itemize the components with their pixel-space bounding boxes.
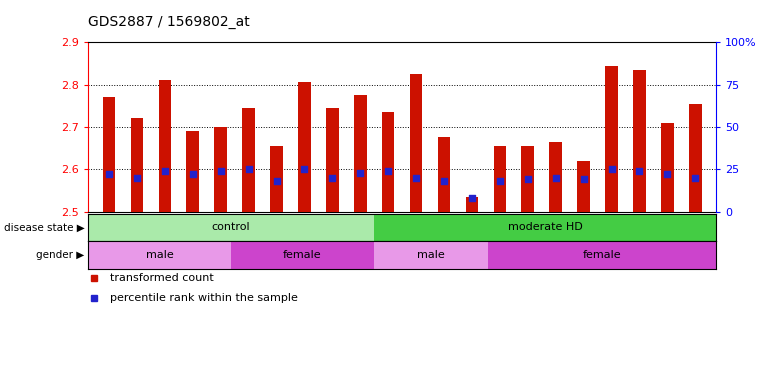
Text: moderate HD: moderate HD bbox=[508, 222, 582, 232]
Bar bbox=[605, 66, 618, 212]
Bar bbox=[186, 131, 199, 212]
Bar bbox=[374, 241, 488, 269]
Point bbox=[354, 170, 366, 176]
Point bbox=[131, 175, 143, 181]
Bar bbox=[242, 108, 255, 212]
Bar bbox=[549, 142, 562, 212]
Text: control: control bbox=[211, 222, 250, 232]
Point bbox=[661, 171, 673, 177]
Bar bbox=[270, 146, 283, 212]
Point bbox=[270, 178, 283, 184]
Bar bbox=[578, 161, 590, 212]
Point bbox=[466, 195, 478, 201]
Point bbox=[438, 178, 450, 184]
Bar bbox=[326, 108, 339, 212]
Text: female: female bbox=[283, 250, 322, 260]
Point bbox=[633, 168, 646, 174]
Bar bbox=[522, 146, 534, 212]
Text: male: male bbox=[417, 250, 444, 260]
Point bbox=[214, 168, 227, 174]
Point bbox=[159, 168, 171, 174]
Text: disease state ▶: disease state ▶ bbox=[4, 222, 84, 232]
Bar bbox=[103, 97, 116, 212]
Point bbox=[522, 176, 534, 182]
Point bbox=[605, 166, 617, 172]
Bar bbox=[88, 241, 231, 269]
Point bbox=[689, 175, 702, 181]
Bar bbox=[231, 241, 374, 269]
Text: transformed count: transformed count bbox=[110, 273, 214, 283]
Bar bbox=[374, 214, 716, 241]
Point bbox=[578, 176, 590, 182]
Bar bbox=[382, 112, 394, 212]
Text: GDS2887 / 1569802_at: GDS2887 / 1569802_at bbox=[88, 15, 250, 29]
Text: percentile rank within the sample: percentile rank within the sample bbox=[110, 293, 298, 303]
Point bbox=[187, 171, 199, 177]
Bar bbox=[689, 104, 702, 212]
Text: male: male bbox=[146, 250, 173, 260]
Point bbox=[103, 171, 115, 177]
Bar bbox=[298, 83, 311, 212]
Bar bbox=[437, 137, 450, 212]
Point bbox=[326, 175, 339, 181]
Text: gender ▶: gender ▶ bbox=[36, 250, 84, 260]
Point bbox=[410, 175, 422, 181]
Point bbox=[298, 166, 310, 172]
Bar bbox=[131, 118, 143, 212]
Point bbox=[494, 178, 506, 184]
Bar bbox=[88, 214, 374, 241]
Bar bbox=[354, 95, 367, 212]
Bar bbox=[661, 122, 673, 212]
Point bbox=[382, 168, 394, 174]
Bar bbox=[410, 74, 422, 212]
Point bbox=[549, 175, 561, 181]
Bar bbox=[488, 241, 716, 269]
Point bbox=[243, 166, 255, 172]
Bar bbox=[466, 197, 478, 212]
Bar bbox=[214, 127, 227, 212]
Bar bbox=[633, 70, 646, 212]
Bar bbox=[159, 80, 171, 212]
Bar bbox=[493, 146, 506, 212]
Text: female: female bbox=[583, 250, 621, 260]
